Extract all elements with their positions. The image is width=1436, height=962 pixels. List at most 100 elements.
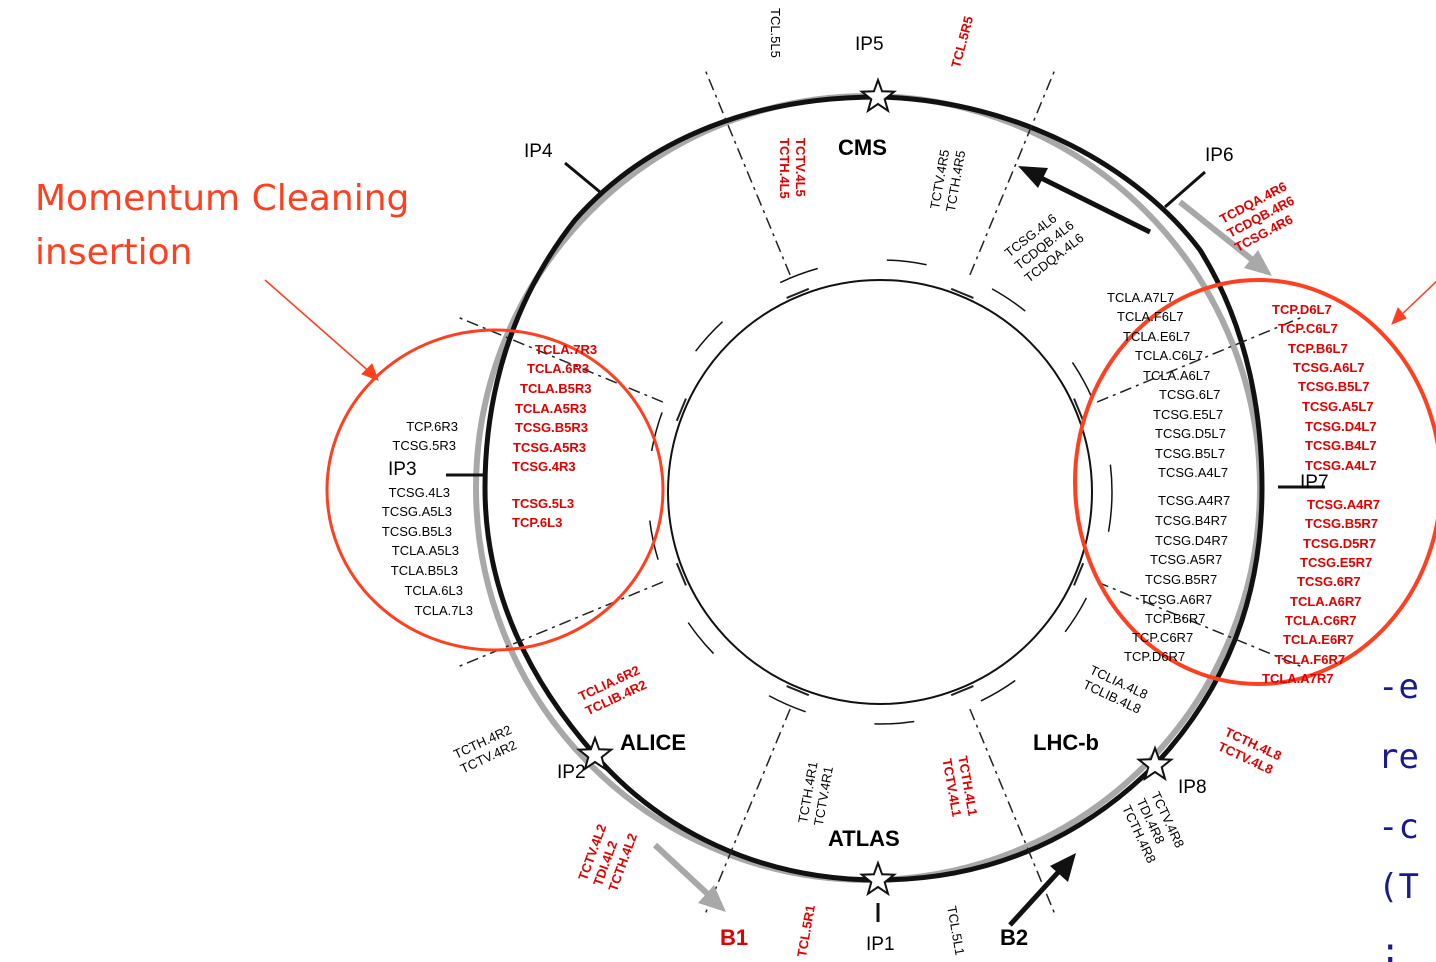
annotation: insertion	[35, 232, 192, 273]
inner-ring-outer	[647, 259, 1113, 725]
ip-star	[859, 77, 897, 114]
arrow-head	[1018, 166, 1048, 188]
experiment-label: LHC-b	[1033, 730, 1099, 755]
collimator-label: TCSG.D5R7	[1303, 536, 1376, 551]
collimator-label: TCP.6L3	[512, 515, 562, 530]
collimator-label: TCLA.A5R3	[515, 401, 587, 416]
cut-text: -e	[1378, 667, 1419, 707]
collimator-label: TCP.D6R7	[1124, 649, 1185, 664]
collimator-group: TCL.5R5	[948, 15, 976, 70]
collimator-label: TCLA.7R3	[535, 342, 597, 357]
pointer	[264, 279, 373, 375]
cut-text: re	[1378, 737, 1419, 777]
inner-ring	[667, 279, 1093, 705]
collimator-label: TCLA.C6L7	[1135, 348, 1203, 363]
collimator-label: TCLA.B5R3	[520, 381, 592, 396]
arrow-head	[1050, 853, 1076, 882]
pointer	[1397, 280, 1436, 319]
beam-label: B2	[1000, 925, 1028, 950]
collimator-label: TCLA.F6L7	[1117, 309, 1183, 324]
ip-label: IP3	[388, 459, 417, 480]
cut-text: -c	[1378, 807, 1419, 847]
pointer-head	[361, 363, 379, 381]
octant-tick	[1073, 562, 1085, 586]
collimator-label: TCLA.6R3	[527, 361, 589, 376]
collimator-label: TCLA.A7R7	[1262, 671, 1334, 686]
collimator-label: TCSG.B4R7	[1155, 513, 1227, 528]
ip-star	[1136, 745, 1174, 782]
collimator-label: TCL.5L5	[768, 8, 783, 58]
ir7-circle	[1073, 278, 1436, 686]
ip-tick	[564, 161, 601, 194]
highlights	[264, 278, 1436, 686]
collimator-label: TCSG.B5R3	[515, 420, 588, 435]
collimator-label: TCSG.A5L7	[1302, 399, 1374, 414]
collimator-label: TCLA.F6R7	[1275, 652, 1345, 667]
collimator-label: TCLA.6L3	[404, 583, 463, 598]
ip-label: IP2	[557, 762, 586, 783]
collimator-label: TCSG.B5R7	[1145, 572, 1217, 587]
octant-line	[459, 581, 664, 667]
octant-line	[705, 708, 791, 913]
ip-star	[859, 860, 897, 897]
collimator-label: TCSG.B5L7	[1155, 446, 1225, 461]
octant-tick	[950, 287, 974, 299]
collimator-label: TCLA.C6R7	[1285, 613, 1357, 628]
collimator-label: TCSG.A6L7	[1293, 360, 1365, 375]
stars	[576, 77, 1174, 897]
octant-tick	[786, 685, 810, 697]
collimator-label: TCP.C6L7	[1278, 321, 1338, 336]
experiment-label: CMS	[838, 135, 887, 160]
collimator-label: TCLA.A6R7	[1290, 594, 1362, 609]
arrow	[1008, 866, 1064, 927]
collimator-label: TCSG.A4L7	[1305, 458, 1377, 473]
ir3-circle	[325, 328, 665, 652]
collimator-label: TCLA.A6L7	[1143, 368, 1210, 383]
collimator-label: TCSG.A5L3	[382, 504, 452, 519]
octant-lines	[459, 71, 1301, 913]
ip-label: IP1	[866, 934, 895, 955]
octant-tick	[675, 398, 687, 422]
collimator-label: TCLA.E6R7	[1283, 632, 1354, 647]
ip-star	[576, 735, 614, 772]
ip-tick	[1164, 170, 1206, 209]
collimator-label: TCSG.E5R7	[1300, 555, 1372, 570]
collimator-label: TCL.5R5	[948, 15, 976, 70]
collimator-label: TCSG.B5R7	[1305, 516, 1378, 531]
collimator-label: TCSG.4R3	[512, 459, 576, 474]
collimator-label: TCL.5L1	[944, 905, 967, 957]
collimator-label: TCSG.6R7	[1297, 574, 1361, 589]
collimator-label: TCSG.A4R7	[1158, 493, 1230, 508]
octant-line	[705, 71, 791, 276]
annotation: Momentum Cleaning	[35, 178, 409, 219]
collimator-label: TCP.C6R7	[1132, 630, 1193, 645]
ip-ticks	[446, 161, 1325, 922]
collimator-label: TCP.B6L7	[1288, 341, 1348, 356]
collimator-label: TCP.D6L7	[1272, 302, 1332, 317]
collimator-label: TCLA.E6L7	[1123, 329, 1190, 344]
octant-line	[1096, 581, 1301, 667]
collimator-label: TCP.6R3	[406, 419, 458, 434]
collimator-label: TCSG.B5L3	[382, 524, 452, 539]
collimator-label: TCLA.7L3	[414, 603, 473, 618]
collimator-group: TCL.5L1	[944, 905, 967, 957]
collimator-label: TCL.5R1	[794, 904, 818, 959]
pointer-head	[1391, 307, 1407, 325]
octant-tick	[950, 685, 974, 697]
collimator-label: TCSG.5L3	[512, 496, 574, 511]
octant-line	[969, 71, 1055, 276]
collimator-group: TCL.5R1	[794, 904, 818, 959]
collimator-label: TCSG.D4R7	[1155, 533, 1228, 548]
ip-label: IP7	[1300, 472, 1329, 493]
